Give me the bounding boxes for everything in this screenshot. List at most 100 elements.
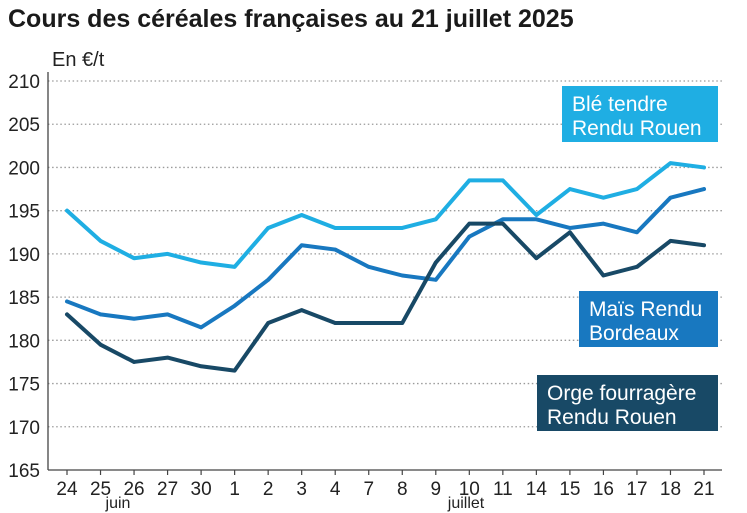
- y-tick-label: 180: [8, 331, 40, 352]
- data-point-ble-tendre-rendu-rouen: [232, 265, 237, 269]
- data-point-mais-rendu-bordeaux: [366, 265, 371, 269]
- data-point-orge-fourragere-rendu-rouen: [232, 368, 237, 373]
- data-point-mais-rendu-bordeaux: [635, 230, 639, 235]
- series-label-box-orge-fourragere-rendu-rouen: [537, 375, 718, 431]
- x-tick-label: 16: [593, 479, 614, 500]
- data-point-ble-tendre-rendu-rouen: [266, 226, 270, 230]
- data-point-mais-rendu-bordeaux: [467, 234, 472, 239]
- data-point-mais-rendu-bordeaux: [333, 247, 338, 252]
- x-tick-label: 7: [363, 479, 374, 500]
- y-tick-label: 210: [8, 72, 40, 93]
- data-point-ble-tendre-rendu-rouen: [467, 178, 472, 183]
- data-point-orge-fourragere-rendu-rouen: [98, 342, 103, 347]
- data-point-ble-tendre-rendu-rouen: [199, 260, 203, 265]
- series-lines: [65, 161, 706, 373]
- data-point-orge-fourragere-rendu-rouen: [333, 321, 338, 325]
- gridlines: [48, 80, 722, 428]
- series-label-orge-fourragere-rendu-rouen: Orge fourragère: [547, 382, 696, 405]
- x-tick-label: 30: [191, 479, 212, 500]
- x-tick-label: 3: [296, 479, 307, 500]
- data-point-orge-fourragere-rendu-rouen: [65, 312, 69, 317]
- data-point-mais-rendu-bordeaux: [299, 243, 304, 248]
- series-line-orge-fourragere-rendu-rouen: [65, 221, 706, 373]
- data-point-orge-fourragere-rendu-rouen: [601, 273, 606, 278]
- y-tick-label: 185: [8, 288, 40, 309]
- data-point-ble-tendre-rendu-rouen: [400, 226, 405, 230]
- data-point-ble-tendre-rendu-rouen: [635, 187, 639, 191]
- data-point-orge-fourragere-rendu-rouen: [299, 308, 304, 312]
- data-point-orge-fourragere-rendu-rouen: [433, 260, 438, 265]
- data-point-orge-fourragere-rendu-rouen: [400, 321, 405, 325]
- y-tick-label: 165: [8, 461, 40, 482]
- data-point-orge-fourragere-rendu-rouen: [366, 321, 371, 325]
- month-labels: juin juillet: [105, 495, 485, 512]
- x-tick-label: 8: [397, 479, 408, 500]
- data-point-ble-tendre-rendu-rouen: [534, 213, 539, 217]
- x-tick-label: 1: [229, 479, 240, 500]
- month-label: juillet: [447, 495, 485, 512]
- y-tick-label: 170: [8, 418, 40, 439]
- month-label: juin: [105, 495, 131, 512]
- x-tick-label: 17: [626, 479, 647, 500]
- series-label-ble-tendre-rendu-rouen: Rendu Rouen: [572, 117, 702, 140]
- x-tick-label: 27: [157, 479, 178, 500]
- data-point-orge-fourragere-rendu-rouen: [199, 364, 203, 369]
- y-tick-label: 190: [8, 245, 40, 266]
- data-point-mais-rendu-bordeaux: [534, 217, 539, 222]
- data-point-mais-rendu-bordeaux: [601, 221, 606, 226]
- x-tick-label: 26: [123, 479, 144, 500]
- data-point-mais-rendu-bordeaux: [65, 299, 69, 304]
- data-point-orge-fourragere-rendu-rouen: [668, 239, 673, 243]
- data-point-ble-tendre-rendu-rouen: [132, 256, 136, 261]
- data-point-mais-rendu-bordeaux: [501, 217, 505, 222]
- data-point-orge-fourragere-rendu-rouen: [702, 243, 706, 248]
- y-axis-unit-label: En €/t: [52, 49, 105, 71]
- series-label-box-ble-tendre-rendu-rouen: [562, 86, 718, 142]
- series-label-orge-fourragere-rendu-rouen: Rendu Rouen: [547, 406, 677, 429]
- x-tick-label: 21: [693, 479, 714, 500]
- x-tick-label: 9: [431, 479, 442, 500]
- data-point-mais-rendu-bordeaux: [266, 278, 270, 282]
- y-tick-label: 195: [8, 202, 40, 223]
- data-point-ble-tendre-rendu-rouen: [568, 187, 572, 191]
- data-point-mais-rendu-bordeaux: [400, 273, 405, 278]
- data-point-ble-tendre-rendu-rouen: [668, 161, 673, 165]
- data-point-mais-rendu-bordeaux: [232, 303, 237, 308]
- data-point-ble-tendre-rendu-rouen: [501, 178, 505, 183]
- data-point-ble-tendre-rendu-rouen: [299, 213, 304, 217]
- x-tick-label: 18: [660, 479, 681, 500]
- data-point-mais-rendu-bordeaux: [568, 226, 572, 230]
- chart-title: Cours des céréales françaises au 21 juil…: [8, 5, 574, 33]
- data-point-ble-tendre-rendu-rouen: [601, 195, 606, 200]
- data-point-ble-tendre-rendu-rouen: [333, 226, 338, 230]
- data-point-ble-tendre-rendu-rouen: [702, 165, 706, 170]
- x-tick-label: 10: [459, 479, 480, 500]
- data-point-orge-fourragere-rendu-rouen: [266, 321, 270, 325]
- data-point-ble-tendre-rendu-rouen: [165, 252, 170, 256]
- series-label-ble-tendre-rendu-rouen: Blé tendre: [572, 93, 668, 116]
- data-point-ble-tendre-rendu-rouen: [433, 217, 438, 222]
- y-tick-label: 200: [8, 158, 40, 179]
- data-point-orge-fourragere-rendu-rouen: [568, 230, 572, 235]
- data-point-orge-fourragere-rendu-rouen: [132, 360, 136, 364]
- data-point-orge-fourragere-rendu-rouen: [165, 355, 170, 360]
- data-point-orge-fourragere-rendu-rouen: [635, 265, 639, 269]
- x-tick-label: 25: [90, 479, 111, 500]
- series-label-mais-rendu-bordeaux: Maïs Rendu: [589, 298, 702, 321]
- x-tick-label: 15: [559, 479, 580, 500]
- data-point-ble-tendre-rendu-rouen: [98, 239, 103, 243]
- y-axis-tick-labels: 165 170 175 180 185 190 195 200 205 210: [8, 72, 40, 482]
- data-point-mais-rendu-bordeaux: [433, 278, 438, 282]
- data-point-mais-rendu-bordeaux: [668, 195, 673, 200]
- y-tick-label: 175: [8, 375, 40, 396]
- data-point-ble-tendre-rendu-rouen: [366, 226, 371, 230]
- x-axis-tick-labels: 24 25 26 27 30 1 2 3 4 7 8 9 10 11 14 15 16 17 18 21: [56, 479, 714, 500]
- series-line-mais-rendu-bordeaux: [65, 187, 706, 330]
- x-tick-label: 14: [526, 479, 548, 500]
- data-point-mais-rendu-bordeaux: [165, 312, 170, 317]
- data-point-orge-fourragere-rendu-rouen: [467, 221, 472, 226]
- data-point-orge-fourragere-rendu-rouen: [534, 256, 539, 261]
- data-point-orge-fourragere-rendu-rouen: [501, 221, 505, 226]
